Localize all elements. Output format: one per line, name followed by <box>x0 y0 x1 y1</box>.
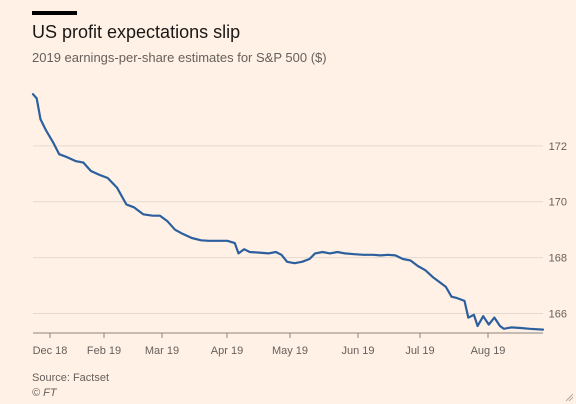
y-tick-label: 166 <box>549 308 567 320</box>
x-tick-label: Aug 19 <box>471 345 506 357</box>
series-line-eps <box>31 93 545 331</box>
x-tick-label: Apr 19 <box>211 345 243 357</box>
resize-handle-icon <box>565 393 573 401</box>
y-tick-label: 170 <box>549 197 567 209</box>
x-tick-label: Feb 19 <box>87 345 121 357</box>
chart-subtitle: 2019 earnings-per-share estimates for S&… <box>32 50 327 65</box>
x-tick-label: Jul 19 <box>405 345 434 357</box>
source-note: Source: Factset <box>32 372 110 384</box>
chart-title: US profit expectations slip <box>32 22 241 42</box>
header-bar <box>32 11 77 15</box>
x-tick-label: Mar 19 <box>145 345 179 357</box>
x-tick-label: Dec 18 <box>33 345 68 357</box>
x-tick-label: May 19 <box>272 345 308 357</box>
credit-note: © FT <box>32 387 57 399</box>
x-tick-label: Jun 19 <box>341 345 374 357</box>
y-tick-label: 168 <box>549 253 567 265</box>
y-tick-label: 172 <box>549 141 567 153</box>
